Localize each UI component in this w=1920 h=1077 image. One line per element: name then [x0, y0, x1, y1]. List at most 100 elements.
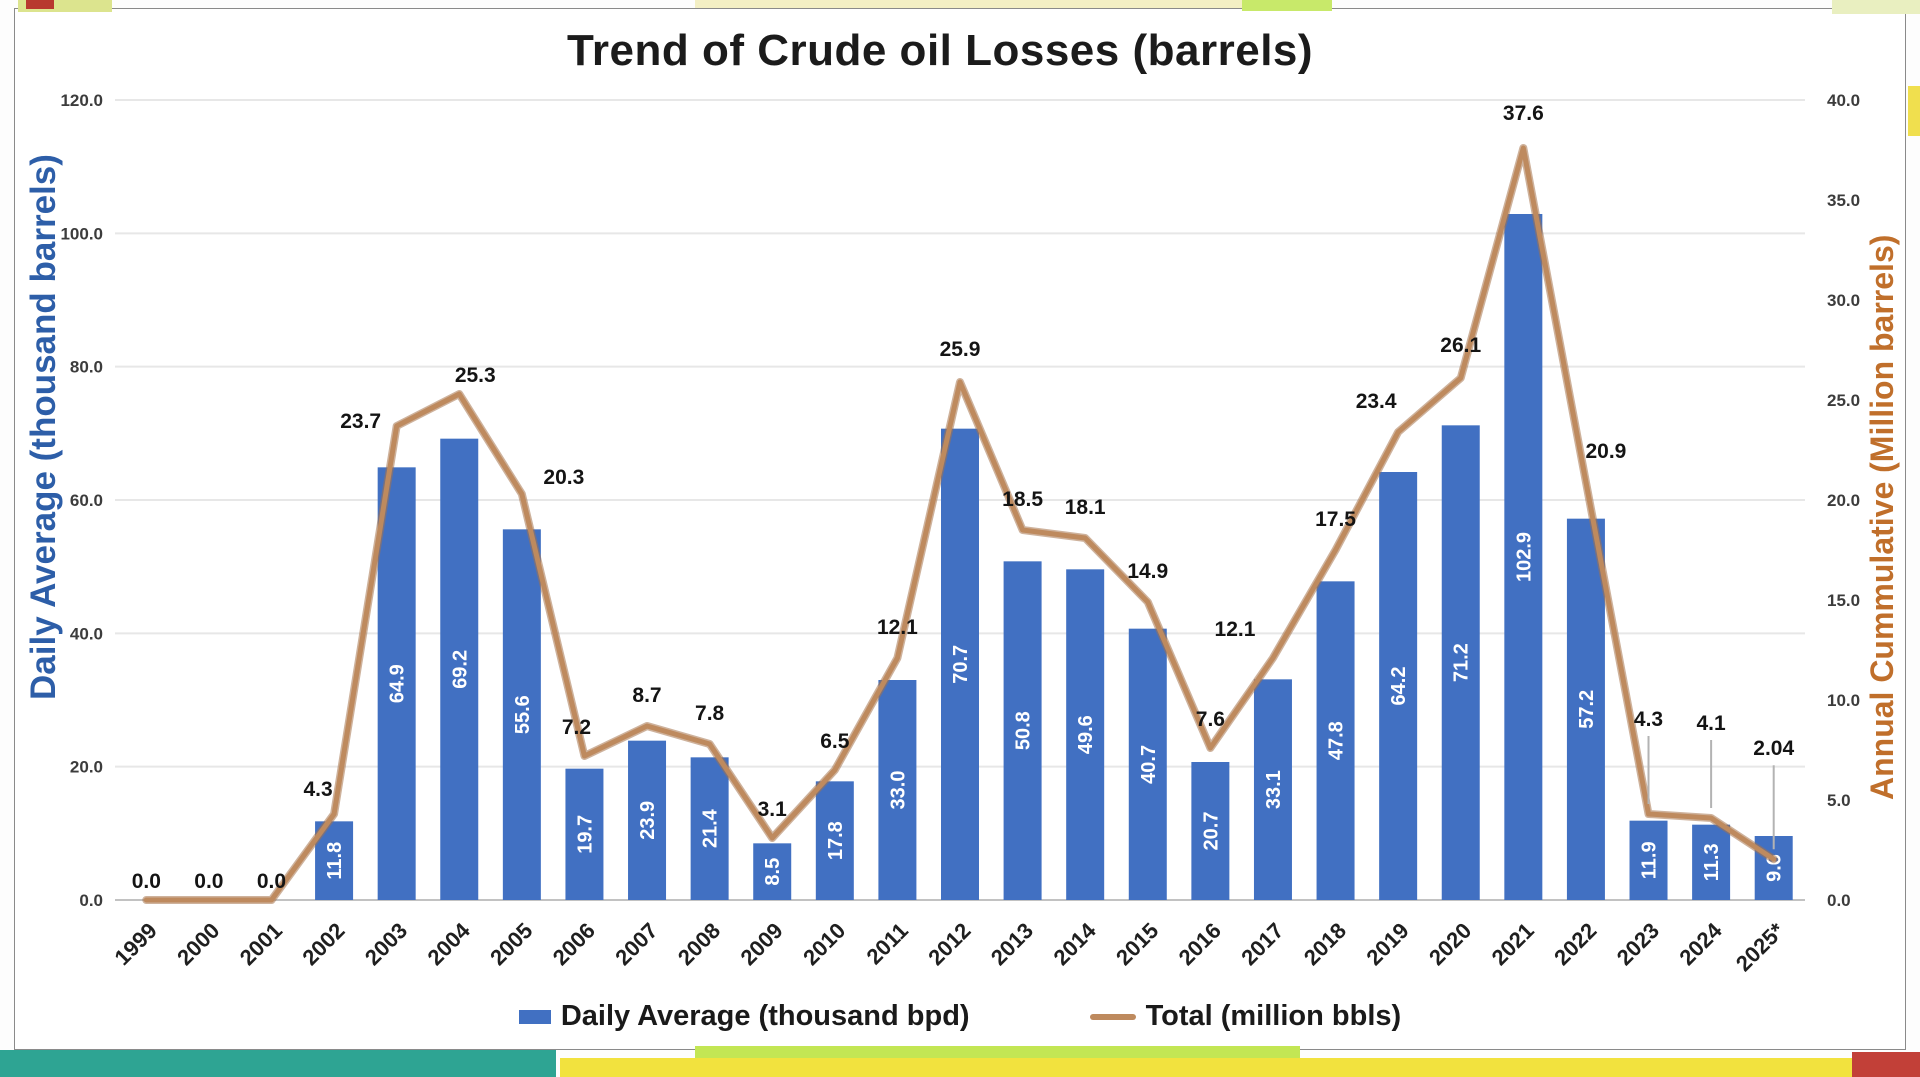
bar	[502, 529, 541, 900]
right-axis-tick-label: 5.0	[1827, 791, 1851, 810]
x-axis-year-label: 2015	[1111, 918, 1163, 970]
left-axis-tick-label: 100.0	[60, 224, 103, 243]
line-value-label: 8.7	[632, 684, 661, 707]
left-axis-tick-label: 0.0	[79, 891, 103, 910]
right-axis-title: Annual Cummulative (Million barrels)	[1864, 234, 1900, 800]
bar	[1191, 762, 1230, 900]
line-value-label: 4.3	[1634, 708, 1663, 731]
bar-value-label: 23.9	[637, 801, 659, 840]
bar-value-label: 11.3	[1701, 843, 1723, 881]
right-axis-tick-label: 25.0	[1827, 391, 1860, 410]
left-axis-tick-label: 40.0	[70, 624, 103, 643]
edge-highlight-bottom-yellow	[560, 1058, 1852, 1077]
x-axis-year-label: 2025*	[1731, 918, 1790, 977]
line-value-label: 12.1	[877, 616, 918, 639]
x-axis-year-label: 2018	[1299, 918, 1351, 970]
bar-value-label: 17.8	[825, 821, 847, 860]
bar-value-label: 40.7	[1138, 745, 1160, 784]
bar-value-label: 47.8	[1326, 721, 1348, 760]
legend-item-daily-average: Daily Average (thousand bpd)	[518, 1000, 970, 1033]
line-value-label: 0.0	[194, 870, 223, 893]
line-label-leaders	[1647, 736, 1775, 850]
x-axis-year-label: 2012	[923, 918, 975, 970]
bar-series-swatch	[518, 1009, 551, 1024]
line-value-label: 23.4	[1356, 390, 1397, 413]
right-tick-labels: 40.0 35.0 30.0 25.0 20.0 15.0 10.0 5.0 0.0	[1827, 91, 1860, 910]
line-value-label: 6.5	[820, 730, 850, 753]
x-axis-year-label: 2013	[986, 918, 1038, 970]
line-value-label: 0.0	[257, 870, 286, 893]
right-axis-tick-label: 10.0	[1827, 691, 1860, 710]
total-line	[142, 144, 1778, 904]
edge-highlight-bottom-lime	[695, 1046, 1300, 1058]
line-value-label: 4.3	[303, 778, 332, 801]
bar-value-label: 69.2	[449, 650, 471, 689]
line-value-label: 25.3	[455, 364, 496, 387]
x-axis-year-label: 2020	[1424, 918, 1476, 970]
bar-value-label: 33.0	[887, 771, 909, 810]
bar	[1692, 824, 1731, 900]
line-value-label: 23.7	[340, 410, 381, 433]
bar	[628, 740, 667, 900]
right-axis-tick-label: 20.0	[1827, 491, 1860, 510]
x-axis-year-label: 2002	[297, 918, 349, 970]
bar-value-label: 19.7	[574, 815, 596, 854]
x-axis-year-label: 2001	[235, 918, 287, 970]
line-value-label: 0.0	[132, 870, 161, 893]
chart-legend: Daily Average (thousand bpd) Total (mill…	[0, 1000, 1920, 1033]
line-value-label: 7.8	[695, 702, 725, 725]
line-value-label: 12.1	[1215, 618, 1256, 641]
line-value-label: 7.6	[1196, 708, 1225, 731]
edge-highlight-top-middle	[695, 0, 1242, 8]
bar-value-label: 64.9	[387, 664, 409, 703]
line-value-label: 17.5	[1315, 508, 1356, 531]
bar-value-label: 20.7	[1200, 812, 1222, 851]
legend-label-total: Total (million bbls)	[1145, 1000, 1402, 1032]
bar-value-labels: 11.8 64.9 69.2 55.6 19.7 23.9 21.4 8.5 17.8 33.0 7…	[324, 532, 1786, 886]
line-value-label: 20.3	[543, 466, 584, 489]
x-axis-year-label: 2022	[1549, 918, 1601, 970]
line-value-label: 14.9	[1127, 560, 1168, 583]
line-series-swatch	[1089, 1013, 1136, 1020]
bar	[1066, 569, 1105, 900]
edge-highlight-top-lime	[1242, 0, 1332, 11]
legend-item-total: Total (million bbls)	[1089, 1000, 1402, 1033]
x-axis-year-label: 2005	[485, 918, 537, 970]
right-axis-tick-label: 15.0	[1827, 591, 1860, 610]
bar-value-label: 102.9	[1513, 532, 1535, 582]
right-axis-tick-label: 30.0	[1827, 291, 1860, 310]
bar-value-label: 55.6	[512, 695, 534, 734]
line-value-label: 3.1	[758, 798, 788, 821]
chart-title: Trend of Crude oil Losses (barrels)	[566, 26, 1314, 75]
bar-value-label: 9.6	[1764, 854, 1786, 882]
bar-value-label: 71.2	[1451, 643, 1473, 682]
bar-value-label: 11.8	[324, 842, 346, 880]
bars	[315, 214, 1793, 900]
x-axis-year-label: 2009	[735, 918, 787, 970]
x-axis-year-label: 2003	[360, 918, 412, 970]
line-value-label: 7.2	[562, 716, 591, 739]
right-axis-tick-label: 40.0	[1827, 91, 1860, 110]
bar	[690, 757, 729, 900]
bar	[1629, 820, 1668, 900]
line-value-label: 26.1	[1440, 334, 1481, 357]
bar-value-label: 50.8	[1013, 711, 1035, 750]
bar-value-label: 49.6	[1075, 715, 1097, 754]
left-axis-tick-label: 80.0	[70, 358, 103, 377]
line-value-label: 18.5	[1002, 488, 1043, 511]
left-axis-tick-label: 120.0	[60, 91, 103, 110]
bar-value-label: 8.5	[762, 858, 784, 886]
bar	[1003, 561, 1042, 900]
x-axis-year-label: 2000	[172, 918, 224, 970]
left-tick-labels: 120.0 100.0 80.0 60.0 40.0 20.0 0.0	[60, 91, 103, 910]
x-axis-year-label: 2021	[1487, 918, 1539, 970]
line-value-label: 2.04	[1753, 737, 1794, 760]
x-axis-year-label: 2004	[423, 917, 476, 970]
bar	[1253, 679, 1292, 900]
bar	[1441, 425, 1480, 900]
bar	[1379, 472, 1418, 900]
left-axis-tick-label: 60.0	[70, 491, 103, 510]
right-axis-tick-label: 35.0	[1827, 191, 1860, 210]
